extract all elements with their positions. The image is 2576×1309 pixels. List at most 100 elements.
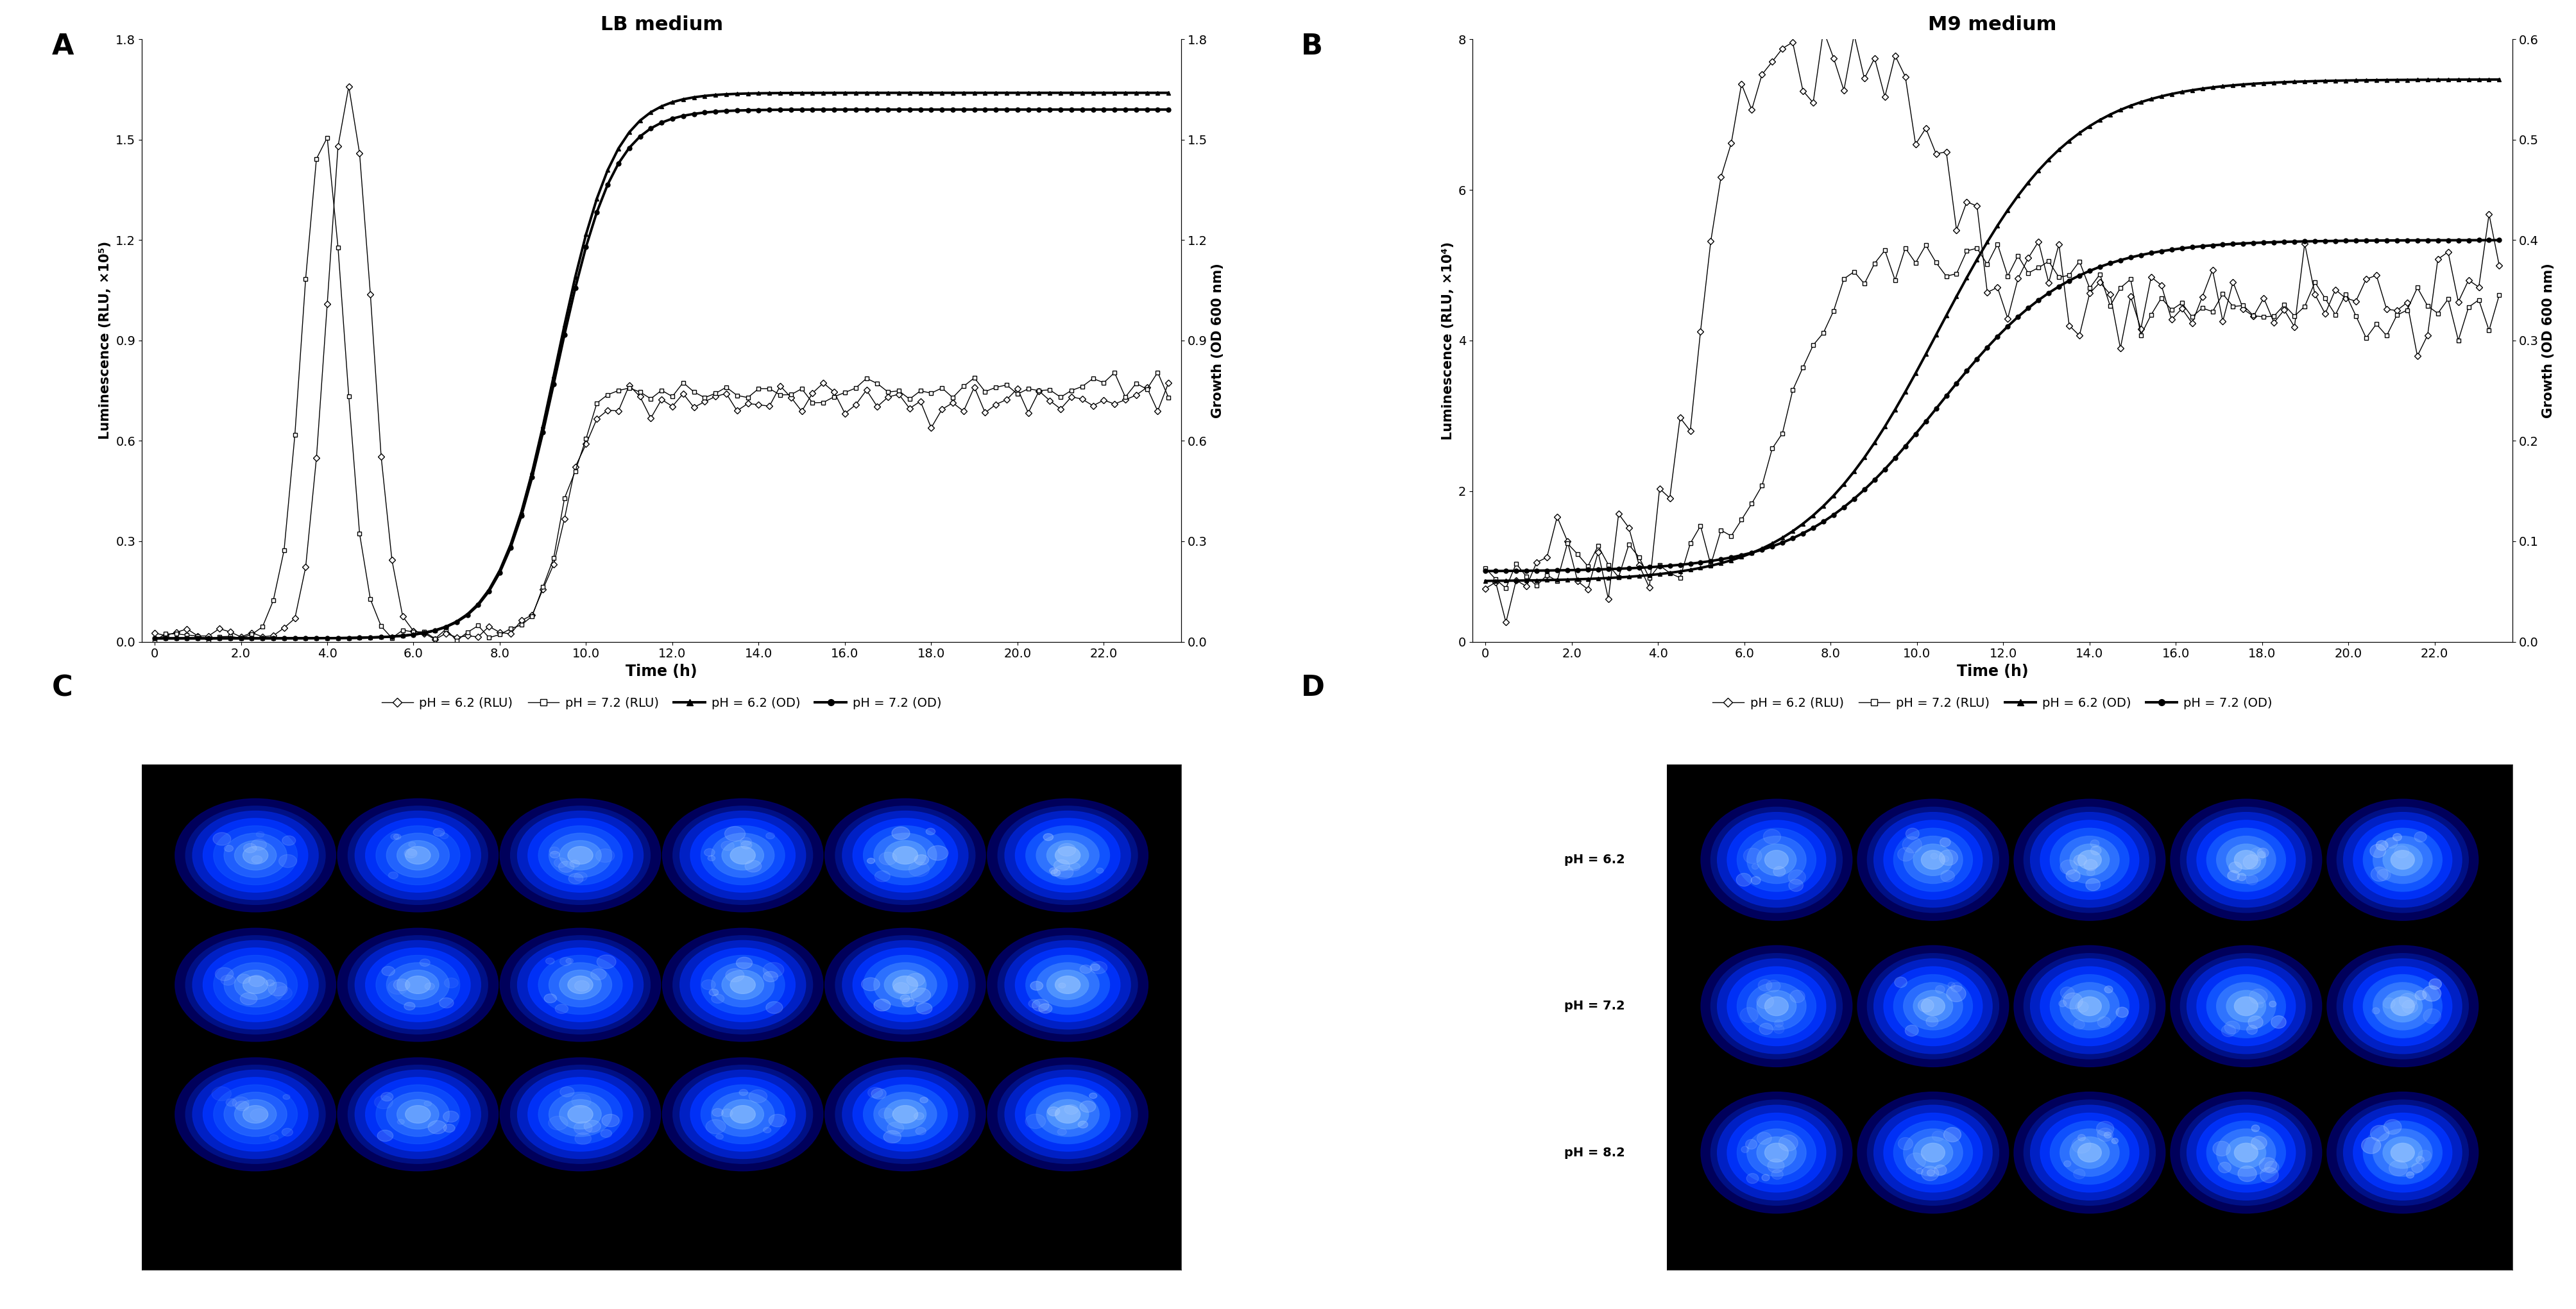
Ellipse shape bbox=[868, 859, 873, 864]
Ellipse shape bbox=[2215, 836, 2275, 884]
pH = 7.2 (OD) bbox=[2401, 233, 2432, 249]
Ellipse shape bbox=[1942, 1127, 1960, 1141]
Ellipse shape bbox=[1914, 991, 1953, 1022]
Ellipse shape bbox=[193, 941, 319, 1029]
Ellipse shape bbox=[909, 861, 930, 877]
Ellipse shape bbox=[2401, 1000, 2416, 1013]
Ellipse shape bbox=[902, 997, 914, 1007]
Ellipse shape bbox=[2383, 997, 2396, 1008]
Ellipse shape bbox=[721, 1100, 762, 1130]
pH = 6.2 (RLU) bbox=[139, 626, 170, 641]
Ellipse shape bbox=[569, 873, 582, 884]
Text: pH = 8.2: pH = 8.2 bbox=[1564, 1147, 1625, 1158]
Ellipse shape bbox=[250, 839, 265, 851]
Ellipse shape bbox=[914, 1127, 925, 1135]
Ellipse shape bbox=[1775, 1020, 1783, 1028]
Ellipse shape bbox=[572, 1094, 590, 1107]
Ellipse shape bbox=[2040, 821, 2138, 899]
Ellipse shape bbox=[227, 1098, 237, 1106]
Ellipse shape bbox=[2372, 983, 2432, 1030]
Ellipse shape bbox=[255, 831, 265, 838]
Ellipse shape bbox=[690, 818, 796, 893]
Ellipse shape bbox=[1940, 838, 1950, 847]
pH = 7.2 (RLU) bbox=[1151, 390, 1182, 406]
Ellipse shape bbox=[567, 847, 592, 864]
Line: pH = 7.2 (OD): pH = 7.2 (OD) bbox=[1484, 238, 2501, 573]
Ellipse shape bbox=[1857, 1092, 2009, 1213]
Ellipse shape bbox=[549, 1117, 567, 1130]
Ellipse shape bbox=[711, 833, 773, 877]
Ellipse shape bbox=[567, 977, 592, 994]
Ellipse shape bbox=[2257, 851, 2264, 857]
Ellipse shape bbox=[2375, 840, 2388, 851]
Ellipse shape bbox=[185, 1066, 325, 1164]
Ellipse shape bbox=[590, 969, 605, 980]
Ellipse shape bbox=[1873, 813, 1991, 907]
Ellipse shape bbox=[2030, 813, 2148, 907]
Ellipse shape bbox=[987, 928, 1149, 1042]
Ellipse shape bbox=[997, 806, 1136, 905]
Ellipse shape bbox=[2058, 983, 2117, 1030]
Text: 10.0 h: 10.0 h bbox=[881, 1233, 927, 1246]
Ellipse shape bbox=[672, 1066, 811, 1164]
Ellipse shape bbox=[997, 1066, 1136, 1164]
Ellipse shape bbox=[737, 957, 752, 969]
Ellipse shape bbox=[1739, 1008, 1757, 1022]
pH = 6.2 (RLU) bbox=[2452, 272, 2483, 288]
Ellipse shape bbox=[701, 956, 786, 1014]
pH = 6.2 (RLU) bbox=[904, 394, 935, 410]
Ellipse shape bbox=[1025, 1114, 1046, 1128]
Ellipse shape bbox=[404, 848, 417, 857]
Ellipse shape bbox=[407, 850, 417, 856]
Ellipse shape bbox=[355, 812, 482, 899]
Text: 8.0 h: 8.0 h bbox=[724, 1233, 762, 1246]
Ellipse shape bbox=[216, 967, 234, 980]
Ellipse shape bbox=[1736, 1121, 1816, 1185]
Y-axis label: Luminescence (RLU, ×10⁴): Luminescence (RLU, ×10⁴) bbox=[1443, 241, 1455, 440]
Ellipse shape bbox=[2246, 876, 2257, 885]
Ellipse shape bbox=[1914, 844, 1953, 876]
pH = 6.2 (OD) bbox=[829, 85, 860, 101]
Ellipse shape bbox=[2269, 1016, 2285, 1029]
pH = 7.2 (RLU) bbox=[332, 389, 363, 404]
Ellipse shape bbox=[2076, 1135, 2084, 1141]
Ellipse shape bbox=[2269, 1001, 2275, 1007]
Ellipse shape bbox=[2014, 1092, 2164, 1213]
pH = 7.2 (OD) bbox=[1991, 318, 2022, 334]
pH = 6.2 (RLU) bbox=[183, 628, 214, 644]
Ellipse shape bbox=[1757, 995, 1772, 1009]
Ellipse shape bbox=[2249, 988, 2267, 1004]
Ellipse shape bbox=[2205, 829, 2285, 891]
Ellipse shape bbox=[2391, 851, 2414, 869]
Ellipse shape bbox=[222, 975, 234, 986]
Ellipse shape bbox=[2069, 991, 2110, 1022]
Ellipse shape bbox=[1893, 1121, 1973, 1185]
Ellipse shape bbox=[706, 1119, 726, 1134]
Ellipse shape bbox=[711, 1092, 773, 1136]
Ellipse shape bbox=[2097, 1128, 2112, 1141]
Ellipse shape bbox=[762, 962, 783, 978]
Ellipse shape bbox=[2071, 1138, 2089, 1153]
Ellipse shape bbox=[2223, 1021, 2239, 1034]
Ellipse shape bbox=[742, 842, 752, 850]
Ellipse shape bbox=[1765, 1143, 1788, 1162]
Ellipse shape bbox=[2084, 860, 2097, 870]
Ellipse shape bbox=[574, 872, 587, 881]
Ellipse shape bbox=[894, 983, 909, 994]
Ellipse shape bbox=[376, 826, 459, 885]
Ellipse shape bbox=[386, 962, 448, 1007]
Ellipse shape bbox=[884, 1131, 902, 1143]
Ellipse shape bbox=[2089, 846, 2102, 855]
Text: pH = 6.2: pH = 6.2 bbox=[1564, 853, 1625, 865]
Ellipse shape bbox=[585, 1121, 600, 1132]
Ellipse shape bbox=[366, 1077, 471, 1151]
Ellipse shape bbox=[224, 1092, 286, 1136]
Ellipse shape bbox=[549, 851, 559, 859]
Ellipse shape bbox=[1935, 986, 1945, 994]
Ellipse shape bbox=[528, 818, 634, 893]
Ellipse shape bbox=[1868, 1100, 1999, 1206]
Ellipse shape bbox=[2179, 1100, 2311, 1206]
Ellipse shape bbox=[204, 948, 307, 1022]
Ellipse shape bbox=[824, 928, 987, 1042]
Ellipse shape bbox=[680, 941, 806, 1029]
